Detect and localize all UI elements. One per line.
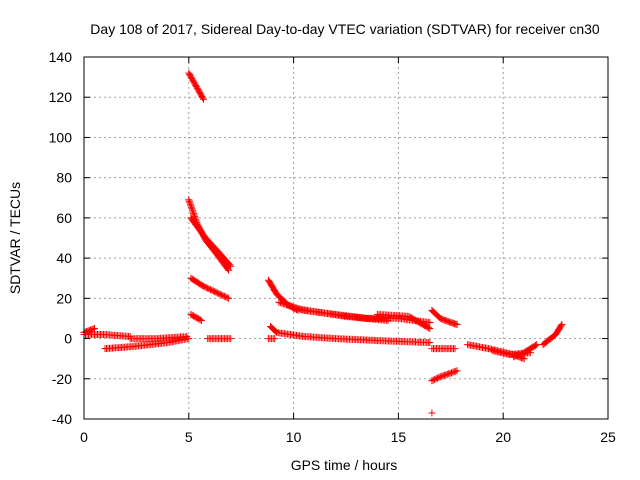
data-marks bbox=[126, 333, 191, 343]
plot-frame bbox=[83, 56, 609, 420]
y-tick-label: 120 bbox=[49, 89, 73, 105]
y-tick-label: -40 bbox=[52, 411, 72, 427]
series-t20 bbox=[428, 409, 436, 417]
series-t17 bbox=[428, 345, 459, 353]
series-t16 bbox=[267, 323, 434, 347]
data-marks bbox=[373, 310, 434, 332]
series-t9 bbox=[187, 310, 205, 324]
chart-title: Day 108 of 2017, Sidereal Day-to-day VTE… bbox=[90, 21, 600, 37]
series-t24 bbox=[539, 321, 566, 349]
data-marks bbox=[204, 335, 235, 343]
x-tick-label: 5 bbox=[185, 429, 193, 445]
data-marks bbox=[187, 214, 235, 270]
series-t11 bbox=[264, 335, 279, 343]
x-tick-label: 15 bbox=[391, 429, 407, 445]
x-tick-label: 10 bbox=[286, 429, 302, 445]
y-tick-label: 140 bbox=[49, 49, 73, 65]
y-tick-label: 80 bbox=[56, 170, 72, 186]
data-marks bbox=[428, 345, 459, 353]
y-tick-label: 60 bbox=[56, 210, 72, 226]
series-t10 bbox=[204, 335, 235, 343]
axis-ticks: 0 5 10 15 20 25 -40 -20 0 20 40 60 80 100 120 140 bbox=[49, 49, 616, 445]
series-t19 bbox=[428, 367, 461, 385]
series-t18 bbox=[428, 306, 461, 328]
series-t5 bbox=[185, 69, 207, 103]
data-marks bbox=[290, 304, 392, 324]
y-axis-label: SDTVAR / TECUs bbox=[7, 182, 23, 294]
series-t23 bbox=[510, 341, 541, 361]
x-axis-label: GPS time / hours bbox=[291, 457, 398, 473]
series-t4 bbox=[126, 333, 191, 343]
series-t14 bbox=[290, 304, 392, 324]
y-tick-label: 0 bbox=[64, 331, 72, 347]
data-marks bbox=[267, 323, 434, 347]
series-t7 bbox=[187, 214, 235, 270]
x-tick-label: 0 bbox=[80, 429, 88, 445]
x-tick-label: 20 bbox=[495, 429, 511, 445]
data-marks bbox=[539, 321, 566, 349]
series-t8 bbox=[187, 274, 233, 302]
data-marks bbox=[510, 341, 541, 361]
y-tick-label: -20 bbox=[52, 371, 72, 387]
x-tick-label: 25 bbox=[600, 429, 616, 445]
data-marks bbox=[428, 409, 436, 417]
data-marks bbox=[185, 69, 207, 103]
series-t15 bbox=[373, 310, 434, 332]
data-marks bbox=[187, 274, 233, 302]
y-tick-label: 40 bbox=[56, 250, 72, 266]
data-marks bbox=[264, 335, 279, 343]
y-tick-label: 20 bbox=[56, 290, 72, 306]
series-t3 bbox=[101, 335, 193, 353]
data-marks bbox=[101, 335, 193, 353]
data-marks bbox=[428, 367, 461, 385]
data-marks bbox=[187, 310, 205, 324]
y-tick-label: 100 bbox=[49, 129, 73, 145]
grid-lines bbox=[84, 57, 608, 419]
data-marks bbox=[428, 306, 461, 328]
